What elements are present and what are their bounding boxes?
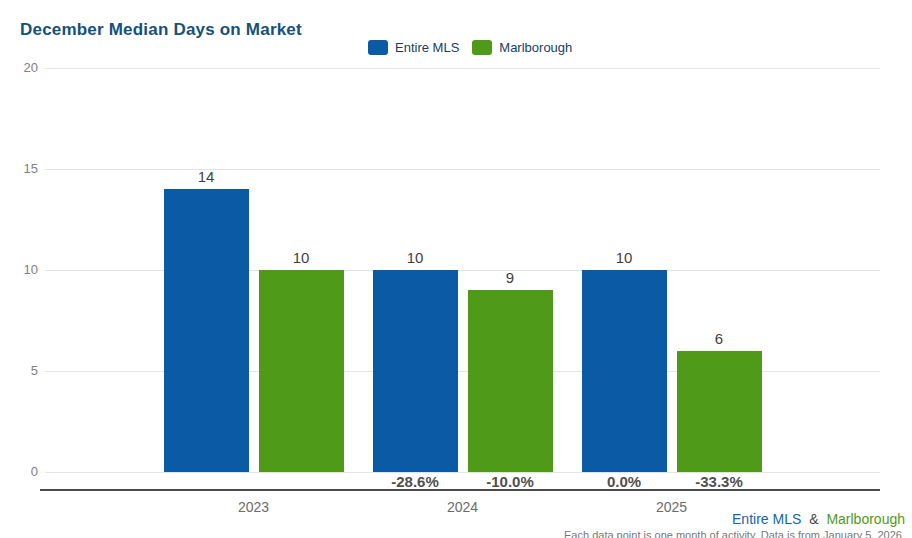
x-axis-label-2025: 2025 <box>627 499 717 515</box>
pct-change-label-marlborough-2024: -10.0% <box>460 473 560 490</box>
y-tick-label-10: 10 <box>0 262 38 277</box>
y-tick-label-5: 5 <box>0 363 38 378</box>
bar-marlborough-2024[interactable] <box>468 290 553 472</box>
bar-value-label-entire-mls-2025: 10 <box>584 249 664 266</box>
footer-ampersand: & <box>809 511 818 527</box>
pct-change-label-marlborough-2025: -33.3% <box>669 473 769 490</box>
bar-value-label-entire-mls-2024: 10 <box>375 249 455 266</box>
y-tick-label-20: 20 <box>0 60 38 75</box>
x-axis-line <box>40 489 880 491</box>
chart-canvas: December Median Days on Market Entire ML… <box>0 0 912 538</box>
bar-marlborough-2025[interactable] <box>677 351 762 472</box>
y-tick-label-0: 0 <box>0 464 38 479</box>
x-axis-label-2024: 2024 <box>418 499 508 515</box>
bar-value-label-marlborough-2024: 9 <box>470 269 550 286</box>
bar-entire-mls-2023[interactable] <box>164 189 249 472</box>
pct-change-label-entire-mls-2025: 0.0% <box>574 473 674 490</box>
footer-note: Each data point is one month of activity… <box>564 529 905 538</box>
x-axis-label-2023: 2023 <box>209 499 299 515</box>
bar-value-label-marlborough-2025: 6 <box>679 330 759 347</box>
footer-series-links: Entire MLS & Marlborough <box>732 511 905 527</box>
bar-value-label-marlborough-2023: 10 <box>261 249 341 266</box>
footer-link-entire-mls[interactable]: Entire MLS <box>732 511 801 527</box>
y-tick-label-15: 15 <box>0 161 38 176</box>
bar-value-label-entire-mls-2023: 14 <box>166 168 246 185</box>
gridline-20 <box>45 68 880 69</box>
plot-area: 0 5 10 15 20 2023 14 10 2024 10 -28.6% 9 -10.0% 2025 1… <box>0 0 912 538</box>
footer-link-marlborough[interactable]: Marlborough <box>826 511 905 527</box>
bar-marlborough-2023[interactable] <box>259 270 344 472</box>
bar-entire-mls-2025[interactable] <box>582 270 667 472</box>
pct-change-label-entire-mls-2024: -28.6% <box>365 473 465 490</box>
bar-entire-mls-2024[interactable] <box>373 270 458 472</box>
